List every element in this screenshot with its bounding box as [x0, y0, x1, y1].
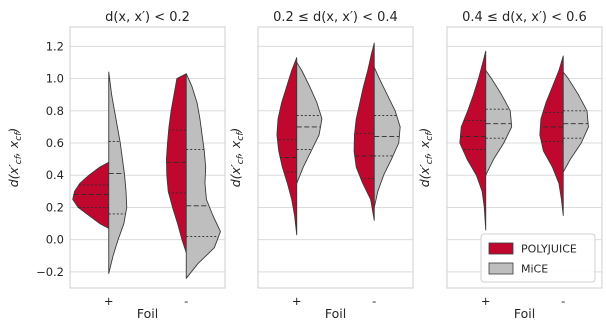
- x-tick-label: -: [184, 294, 188, 308]
- x-tick-label: -: [372, 294, 376, 308]
- y-tick-label: 1.0: [46, 72, 64, 86]
- y-axis-label-part: ): [228, 128, 243, 134]
- y-axis-label-part: d(x′: [6, 164, 21, 187]
- y-axis-label-part: , x: [6, 140, 21, 156]
- y-axis-label: d(x′cf, xcf): [6, 128, 24, 188]
- y-axis-label: d(x′cf, xcf): [417, 128, 435, 188]
- violin-half-polyjuice-plus: [276, 57, 298, 236]
- violin-half-mice-minus: [185, 73, 221, 279]
- y-tick-label: 0.0: [46, 233, 64, 247]
- x-tick-label: -: [561, 294, 565, 308]
- panel-title: d(x, x′) < 0.2: [105, 10, 190, 25]
- x-tick-label: +: [481, 294, 491, 308]
- legend-swatch-polyjuice: [488, 242, 514, 255]
- y-axis-label-subscript: cf: [425, 154, 435, 164]
- panel-border: [69, 26, 226, 289]
- x-axis-label: Foil: [137, 306, 158, 321]
- y-tick-label: 0.8: [46, 104, 64, 118]
- y-tick-label: −0.2: [36, 265, 64, 279]
- x-tick-label: +: [292, 294, 302, 308]
- y-axis-label: d(x′cf, xcf): [228, 128, 246, 188]
- violin-half-polyjuice-plus: [459, 50, 487, 231]
- y-axis-label-part: ): [417, 128, 432, 134]
- legend-label-polyjuice: POLYJUICE: [521, 243, 577, 256]
- violin-half-mice-plus: [485, 70, 513, 176]
- y-axis-label-part: , x: [228, 140, 243, 156]
- legend-label-mice: MiCE: [521, 263, 548, 276]
- y-tick-label: 1.2: [46, 39, 64, 53]
- legend-swatch-mice: [488, 262, 514, 275]
- y-tick-label: 0.4: [46, 168, 64, 182]
- y-axis-label-part: , x: [417, 140, 432, 156]
- y-axis-label-subscript: cf: [236, 131, 246, 141]
- legend: POLYJUICE MiCE: [480, 233, 596, 283]
- y-tick-label: 0.6: [46, 136, 64, 150]
- violin-half-polyjuice-minus: [353, 42, 375, 221]
- violin-half-mice-plus: [296, 61, 323, 184]
- panel-title: 0.4 ≤ d(x, x′) < 0.6: [462, 10, 587, 25]
- violin-half-mice-minus: [373, 66, 401, 208]
- panel-border: [446, 26, 603, 289]
- panel-1: −0.2 0.0 0.2 0.4 0.6 0.8 1.0 1.2 d(x, x′) < 0.2 +…: [6, 10, 226, 321]
- y-axis-label-part: ): [6, 128, 21, 134]
- y-axis-label-subscript: cf: [425, 131, 435, 141]
- panel-border: [257, 26, 414, 289]
- violin-half-mice-minus: [562, 71, 589, 173]
- panel-title: 0.2 ≤ d(x, x′) < 0.4: [273, 10, 398, 25]
- y-axis-label-part: d(x′: [417, 164, 432, 187]
- y-axis-label-subscript: cf: [14, 131, 24, 141]
- x-axis-label: Foil: [325, 306, 346, 321]
- y-axis-label-subscript: cf: [14, 154, 24, 164]
- violin-half-polyjuice-minus: [166, 73, 187, 254]
- x-axis-label: Foil: [514, 306, 535, 321]
- violin-half-mice-plus: [108, 71, 128, 274]
- y-axis-label-subscript: cf: [236, 154, 246, 164]
- x-tick-label: +: [104, 294, 114, 308]
- y-tick-label: 0.2: [46, 200, 64, 214]
- y-axis-label-part: d(x′: [228, 164, 243, 187]
- violin-half-polyjuice-plus: [72, 161, 110, 229]
